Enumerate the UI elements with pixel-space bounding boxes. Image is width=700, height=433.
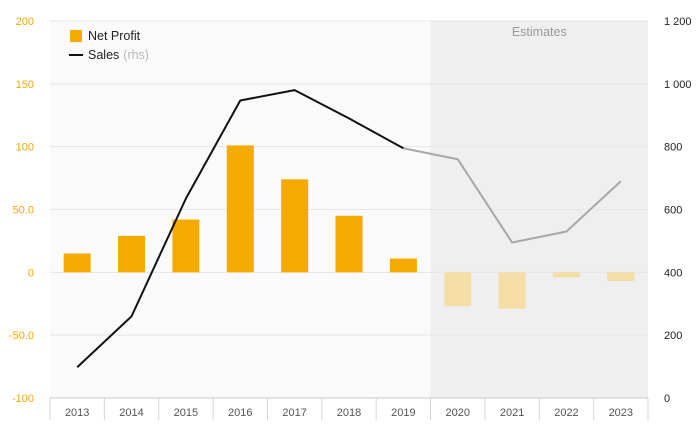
y-right-tick-label: 0 bbox=[664, 393, 670, 405]
estimates-label: Estimates bbox=[512, 25, 567, 39]
y-left-tick-label: 0 bbox=[28, 267, 34, 279]
y-left-tick-label: 150 bbox=[16, 79, 34, 91]
x-tick-label: 2021 bbox=[500, 407, 524, 419]
legend-label-sales-axis-note: (rhs) bbox=[123, 48, 149, 62]
legend-label-sales-name: Sales bbox=[88, 48, 119, 62]
legend: Net Profit Sales (rhs) bbox=[69, 29, 149, 62]
x-tick-label: 2019 bbox=[391, 407, 415, 419]
y-right-tick-label: 1 200 bbox=[664, 16, 692, 28]
y-right-tick-label: 400 bbox=[664, 267, 682, 279]
bar-net-profit bbox=[63, 253, 91, 273]
bar-net-profit bbox=[118, 235, 146, 273]
y-right-tick-label: 600 bbox=[664, 205, 682, 217]
bar-net-profit bbox=[389, 258, 417, 273]
bar-net-profit bbox=[498, 272, 526, 309]
sales-line-actual bbox=[76, 89, 404, 368]
y-left-tick-label: 200 bbox=[16, 16, 34, 28]
bar-net-profit bbox=[172, 219, 200, 273]
y-left-tick-label: -50.0 bbox=[9, 330, 34, 342]
y-left-tick-label: 50.0 bbox=[13, 205, 34, 217]
x-tick-label: 2017 bbox=[282, 407, 306, 419]
x-tick-label: 2023 bbox=[609, 407, 633, 419]
x-tick-label: 2014 bbox=[119, 407, 143, 419]
y-right-tick-label: 200 bbox=[664, 330, 682, 342]
x-tick-label: 2015 bbox=[174, 407, 198, 419]
legend-label-sales: Sales (rhs) bbox=[88, 48, 149, 62]
legend-swatch-net-profit bbox=[70, 30, 82, 42]
sales-line bbox=[76, 89, 622, 368]
bar-net-profit bbox=[335, 215, 363, 273]
x-tick-label: 2016 bbox=[228, 407, 252, 419]
legend-label-net-profit: Net Profit bbox=[88, 29, 141, 43]
x-tick-label: 2020 bbox=[445, 407, 469, 419]
bar-net-profit bbox=[607, 272, 635, 282]
net-profit-bars bbox=[63, 145, 635, 309]
x-tick-label: 2022 bbox=[554, 407, 578, 419]
y-left-tick-label: 100 bbox=[16, 142, 34, 154]
y-right-tick-label: 800 bbox=[664, 142, 682, 154]
gridlines bbox=[50, 20, 648, 336]
y-left-tick-label: -100 bbox=[12, 393, 34, 405]
bar-net-profit bbox=[444, 272, 472, 307]
x-tick-label: 2013 bbox=[65, 407, 89, 419]
bar-net-profit bbox=[552, 272, 580, 278]
sales-line-estimate bbox=[403, 147, 622, 244]
axes: 200 150 100 50.0 0 -50.0 -100 1 200 1 000 800 600 4… bbox=[9, 16, 692, 420]
bar-net-profit bbox=[281, 179, 309, 273]
x-tick-label: 2018 bbox=[337, 407, 361, 419]
y-right-tick-label: 1 000 bbox=[664, 79, 692, 91]
bar-net-profit bbox=[226, 145, 254, 273]
